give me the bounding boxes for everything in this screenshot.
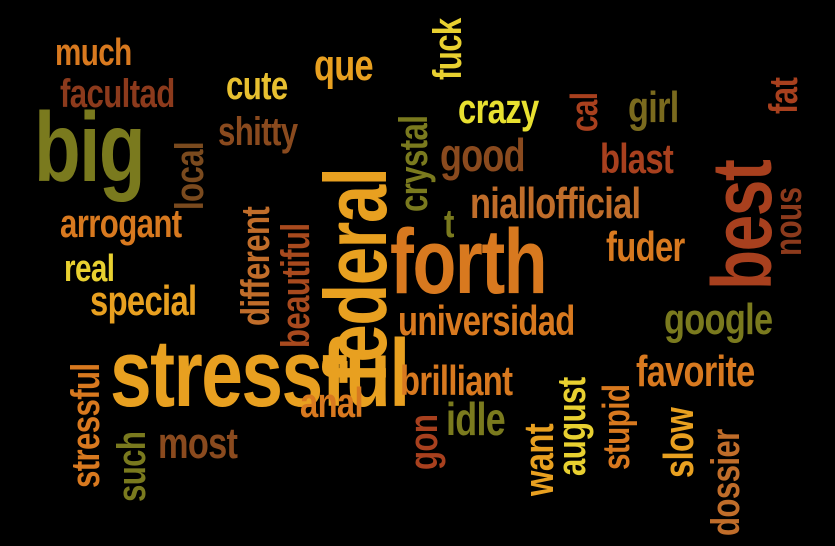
word-dossier: dossier bbox=[704, 429, 748, 536]
word-brilliant: brilliant bbox=[400, 357, 513, 404]
word-high: stressful bbox=[110, 320, 410, 427]
word-beautiful: beautiful bbox=[274, 223, 318, 348]
word-different: different bbox=[234, 206, 278, 326]
word-big: big bbox=[34, 92, 146, 202]
word-fuder: fuder bbox=[606, 223, 685, 270]
word-special: special bbox=[90, 277, 197, 324]
word-want: want bbox=[515, 423, 562, 496]
word-google: google bbox=[664, 295, 773, 344]
word-idle: idle bbox=[446, 393, 506, 445]
word-stupid: stupid bbox=[596, 384, 638, 470]
word-crystal: crystal bbox=[392, 115, 436, 212]
word-nous: nous bbox=[768, 187, 810, 256]
word-arrogant: arrogant bbox=[60, 202, 182, 246]
word-que: que bbox=[314, 41, 374, 90]
word-fat: fat bbox=[762, 77, 806, 114]
word-blast: blast bbox=[600, 135, 674, 182]
word-local: local bbox=[168, 142, 212, 210]
word-cal: cal bbox=[564, 92, 606, 132]
word-federal: federal bbox=[306, 168, 405, 384]
word-crazy: crazy bbox=[458, 85, 539, 132]
word-anal: anal bbox=[300, 379, 364, 426]
word-facultad: facultad bbox=[60, 72, 175, 116]
word-such: such bbox=[110, 431, 154, 502]
word-cute: cute bbox=[226, 64, 288, 108]
word-slow: slow bbox=[655, 407, 702, 478]
word-most: most bbox=[158, 419, 238, 468]
word-girl: girl bbox=[628, 83, 679, 132]
word-good: good bbox=[440, 129, 526, 181]
word-stressful: stressful bbox=[64, 363, 108, 488]
word-forth: forth bbox=[390, 211, 548, 313]
word-much: much bbox=[55, 32, 132, 74]
word-shitty: shitty bbox=[218, 110, 298, 154]
word-fuck: fuck bbox=[426, 18, 470, 81]
word-favorite: favorite bbox=[636, 347, 755, 396]
word-gon: gon bbox=[402, 414, 446, 470]
word-universidad: universidad bbox=[398, 297, 575, 344]
word-real: real bbox=[64, 248, 115, 290]
word-t: t bbox=[444, 202, 454, 246]
word-niallofficial: niallofficial bbox=[470, 179, 641, 228]
